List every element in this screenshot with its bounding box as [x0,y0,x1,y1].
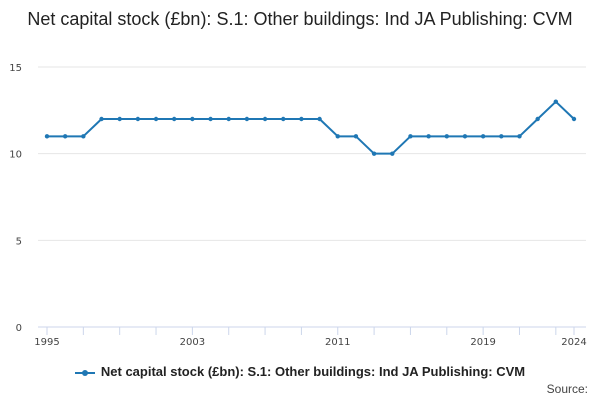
data-point[interactable] [499,134,504,139]
chart-title: Net capital stock (£bn): S.1: Other buil… [27,9,573,29]
series-group [44,99,577,156]
data-point[interactable] [390,151,395,156]
data-point[interactable] [117,116,122,122]
data-point[interactable] [462,134,468,139]
x-tick-label: 1995 [34,337,59,348]
data-point[interactable] [281,116,286,122]
data-point[interactable] [517,134,522,139]
source-label: Source: [546,382,588,396]
data-point[interactable] [353,134,359,139]
data-point[interactable] [135,116,141,122]
x-axis-ticks: 1995 2003 2011 2019 2024 [34,327,587,348]
data-point[interactable] [99,116,104,122]
data-point[interactable] [317,116,322,122]
data-point[interactable] [371,151,377,156]
data-point[interactable] [153,116,159,122]
data-point[interactable] [190,116,195,122]
y-tick-label: 0 [16,323,22,334]
data-point[interactable] [81,134,86,139]
data-point[interactable] [535,116,540,122]
legend-swatch [74,368,95,378]
data-point[interactable] [208,116,213,122]
data-point[interactable] [408,134,413,139]
data-point[interactable] [244,116,250,122]
y-tick-label: 5 [16,236,22,247]
y-tick-label: 10 [9,150,22,161]
y-axis: 0 5 10 15 [9,63,22,334]
grid-lines [38,66,586,241]
data-point[interactable] [44,134,50,139]
x-tick-label: 2003 [180,337,205,348]
data-point[interactable] [226,116,231,122]
data-point[interactable] [335,134,340,139]
data-point[interactable] [426,134,431,139]
data-point[interactable] [480,134,486,139]
legend-label: Net capital stock (£bn): S.1: Other buil… [100,364,526,379]
x-tick-label: 2019 [470,337,495,348]
data-point[interactable] [571,116,577,122]
x-tick-label: 2011 [325,337,350,348]
data-point[interactable] [553,99,559,104]
legend[interactable]: Net capital stock (£bn): S.1: Other buil… [0,364,600,379]
data-point[interactable] [444,134,449,139]
series-line [47,100,575,155]
data-point[interactable] [62,134,68,139]
data-point[interactable] [172,116,177,122]
data-point[interactable] [299,116,304,122]
data-point[interactable] [262,116,268,122]
y-tick-label: 15 [9,63,22,74]
x-tick-label: 2024 [561,337,586,348]
